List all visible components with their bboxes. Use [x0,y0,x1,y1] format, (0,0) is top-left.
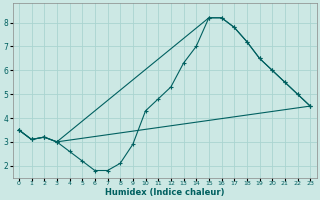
X-axis label: Humidex (Indice chaleur): Humidex (Indice chaleur) [105,188,224,197]
